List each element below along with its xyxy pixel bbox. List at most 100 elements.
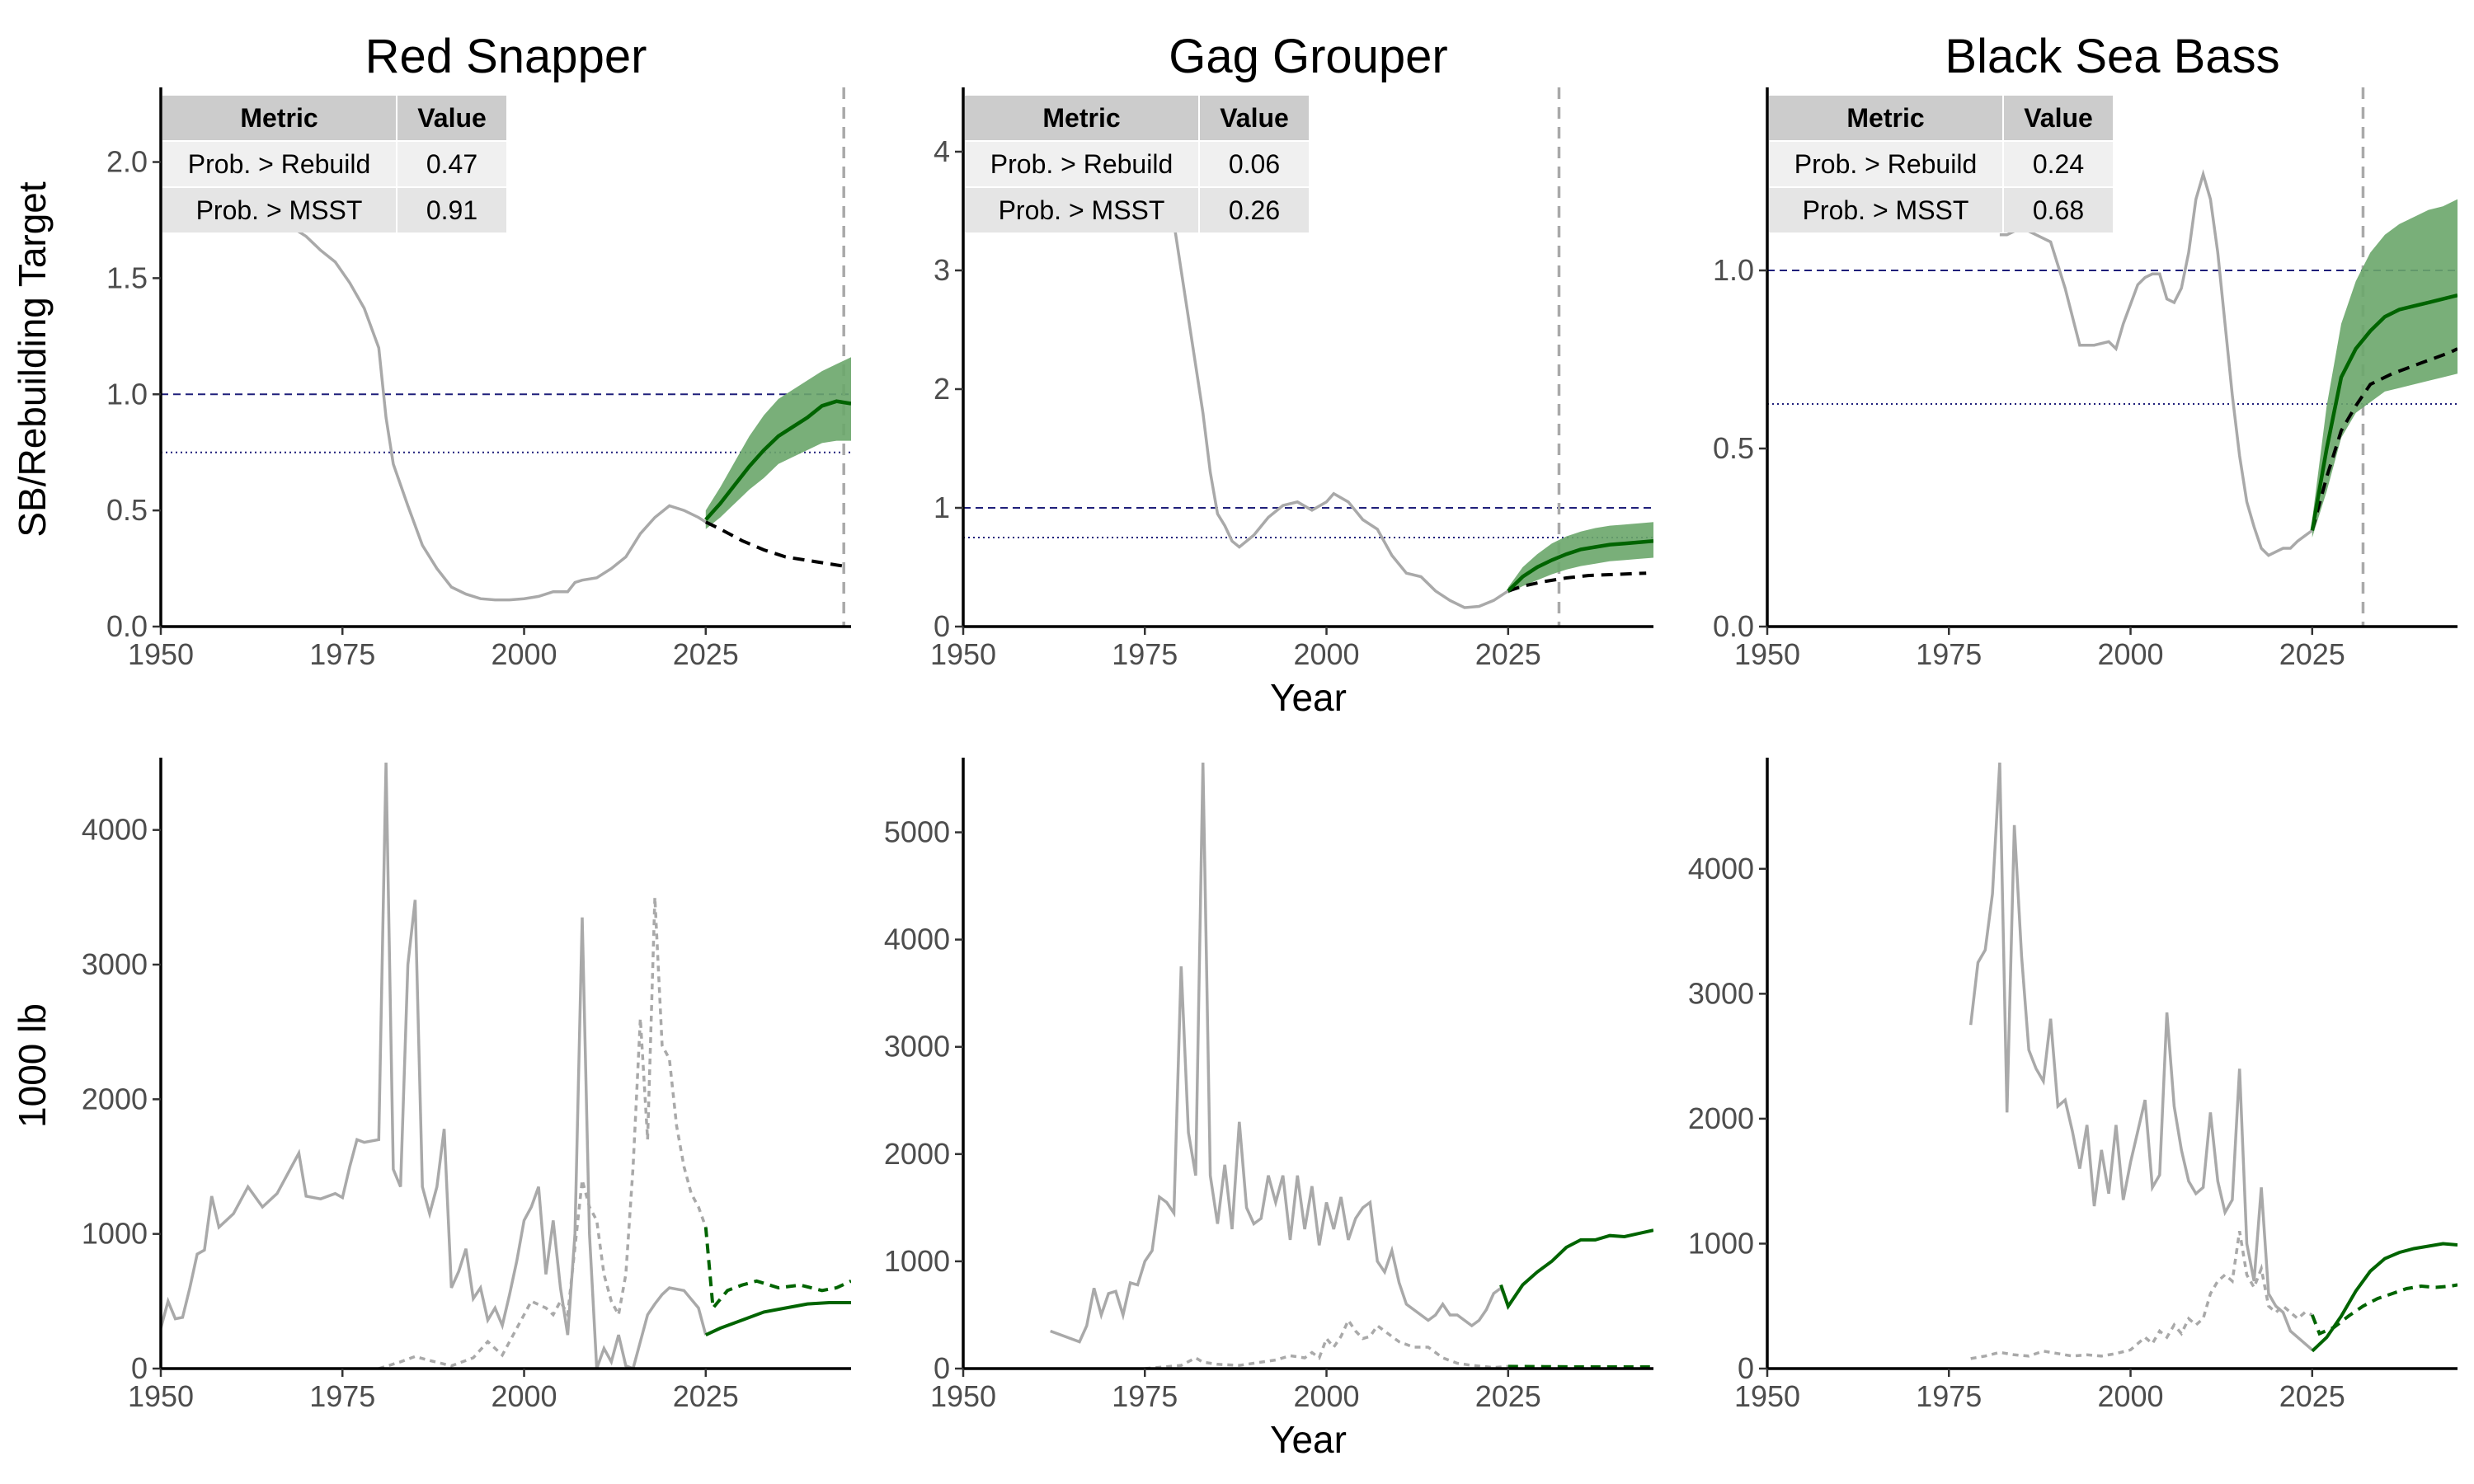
y-tick-label: 0.5 — [1713, 431, 1754, 465]
table-cell — [1200, 142, 1309, 186]
table-header-metric: Metric — [1846, 103, 1924, 133]
y-tick-label: 4000 — [82, 813, 148, 847]
x-tick-label: 1975 — [1916, 1379, 1982, 1413]
y-tick-label: 3000 — [82, 947, 148, 981]
x-tick-label: 1950 — [1734, 637, 1800, 671]
y-tick-label: 2.0 — [106, 145, 148, 179]
y-tick-label: 0.0 — [1713, 609, 1754, 643]
metrics-table: Metric Value Prob. > Rebuild 0.24 Prob. > MS… — [1769, 96, 2113, 232]
y-tick-label: 0 — [934, 1351, 950, 1385]
y-tick-label: 1000 — [1688, 1226, 1754, 1260]
x-tick-label: 2025 — [2279, 637, 2345, 671]
discards-hist-line — [378, 897, 708, 1369]
table-cell — [1769, 142, 2002, 186]
landings-hist-line — [1968, 762, 2313, 1351]
y-tick-label: 1.5 — [106, 261, 148, 294]
table-value: 0.24 — [2033, 149, 2084, 179]
table-cell — [965, 96, 1198, 140]
table-cell — [397, 188, 506, 232]
alternative-projection-line — [704, 520, 844, 568]
table-header-metric: Metric — [240, 103, 317, 133]
x-tick-label: 1975 — [309, 1379, 375, 1413]
y-tick-label: 0 — [131, 1351, 148, 1385]
table-header-value: Value — [2024, 103, 2093, 133]
panel-2: 0 1 2 3 4 1950 1975 2000 2025 Gag Grouper Year Metr… — [930, 30, 1653, 719]
x-tick-label: 2025 — [673, 1379, 739, 1413]
landings-proj-line — [2311, 1242, 2458, 1353]
x-tick-label: 1950 — [128, 637, 194, 671]
panel-4: 0 1000 2000 3000 4000 1950 1975 2000 2025 1000 lb — [11, 758, 851, 1413]
y-tick-label: 0 — [1738, 1351, 1754, 1385]
y-tick-label: 1.0 — [1713, 253, 1754, 287]
panel-title: Black Sea Bass — [1945, 30, 2279, 83]
x-tick-label: 1950 — [128, 1379, 194, 1413]
discards-proj-line — [703, 1227, 851, 1313]
y-tick-label: 2000 — [884, 1137, 950, 1171]
table-cell — [2004, 188, 2113, 232]
y-tick-label: 1000 — [884, 1244, 950, 1278]
y-tick-label: 2000 — [82, 1082, 148, 1115]
table-metric: Prob. > Rebuild — [1794, 149, 1977, 179]
discards-hist-line — [1145, 1317, 1508, 1369]
x-axis-title: Year — [1270, 1418, 1347, 1461]
metrics-table: Metric Value Prob. > Rebuild 0.47 Prob. > MS… — [162, 96, 506, 232]
y-tick-label: 1000 — [82, 1217, 148, 1251]
panel-title: Gag Grouper — [1169, 30, 1448, 83]
panel-3: 0.0 0.5 1.0 1950 1975 2000 2025 Black Sea Bass M… — [1713, 30, 2458, 671]
table-cell — [1200, 188, 1309, 232]
discards-proj-line — [2310, 1283, 2458, 1336]
metrics-table: Metric Value Prob. > Rebuild 0.06 Prob. > MS… — [965, 96, 1309, 232]
table-metric: Prob. > MSST — [999, 195, 1165, 225]
table-metric: Prob. > MSST — [1803, 195, 1969, 225]
table-cell — [1200, 96, 1309, 140]
x-tick-label: 2000 — [491, 637, 557, 671]
table-value: 0.06 — [1229, 149, 1280, 179]
table-header-value: Value — [417, 103, 487, 133]
median-projection-line — [2310, 294, 2458, 531]
x-tick-label: 2000 — [491, 1379, 557, 1413]
table-cell — [162, 142, 396, 186]
historical-line — [290, 225, 707, 602]
x-tick-label: 2025 — [1475, 1379, 1541, 1413]
table-cell — [162, 188, 396, 232]
panel-5: 0 1000 2000 3000 4000 5000 1950 1975 2000 2025 Yea… — [884, 758, 1653, 1461]
panel-6: 0 1000 2000 3000 4000 1950 1975 2000 2025 — [1688, 758, 2458, 1413]
x-tick-label: 1950 — [1734, 1379, 1800, 1413]
y-tick-label: 2 — [934, 372, 950, 406]
landings-proj-line — [704, 1301, 851, 1337]
table-cell — [162, 96, 396, 140]
plot-area — [161, 762, 851, 1369]
y-tick-label: 3000 — [884, 1030, 950, 1064]
projection-ribbon — [705, 357, 851, 529]
landings-proj-line — [1499, 1228, 1653, 1310]
y-tick-label: 5000 — [884, 815, 950, 849]
table-metric: Prob. > MSST — [196, 195, 363, 225]
plot-area — [1767, 87, 2458, 627]
x-tick-label: 2000 — [2097, 1379, 2163, 1413]
x-tick-label: 2000 — [1293, 1379, 1359, 1413]
y-tick-label: 2000 — [1688, 1101, 1754, 1135]
y-tick-label: 1 — [934, 491, 950, 524]
x-tick-label: 1975 — [1916, 637, 1982, 671]
x-tick-label: 2025 — [673, 637, 739, 671]
plot-area — [161, 87, 851, 627]
x-tick-label: 2000 — [1293, 637, 1359, 671]
x-tick-label: 1950 — [930, 1379, 996, 1413]
x-tick-label: 2025 — [1475, 637, 1541, 671]
y-tick-label: 0 — [934, 609, 950, 643]
y-tick-label: 4 — [934, 134, 950, 168]
projection-ribbon — [2312, 199, 2458, 538]
x-tick-label: 1975 — [1112, 637, 1178, 671]
table-cell — [397, 142, 506, 186]
table-cell — [965, 142, 1198, 186]
y-tick-label: 3000 — [1688, 976, 1754, 1010]
table-header-value: Value — [1220, 103, 1289, 133]
table-value: 0.91 — [426, 195, 477, 225]
panel-title: Red Snapper — [365, 30, 647, 83]
table-cell — [397, 96, 506, 140]
median-projection-line — [1507, 539, 1653, 593]
historical-line — [1999, 169, 2313, 557]
table-metric: Prob. > Rebuild — [990, 149, 1173, 179]
table-cell — [965, 188, 1198, 232]
historical-line — [1172, 223, 1509, 609]
